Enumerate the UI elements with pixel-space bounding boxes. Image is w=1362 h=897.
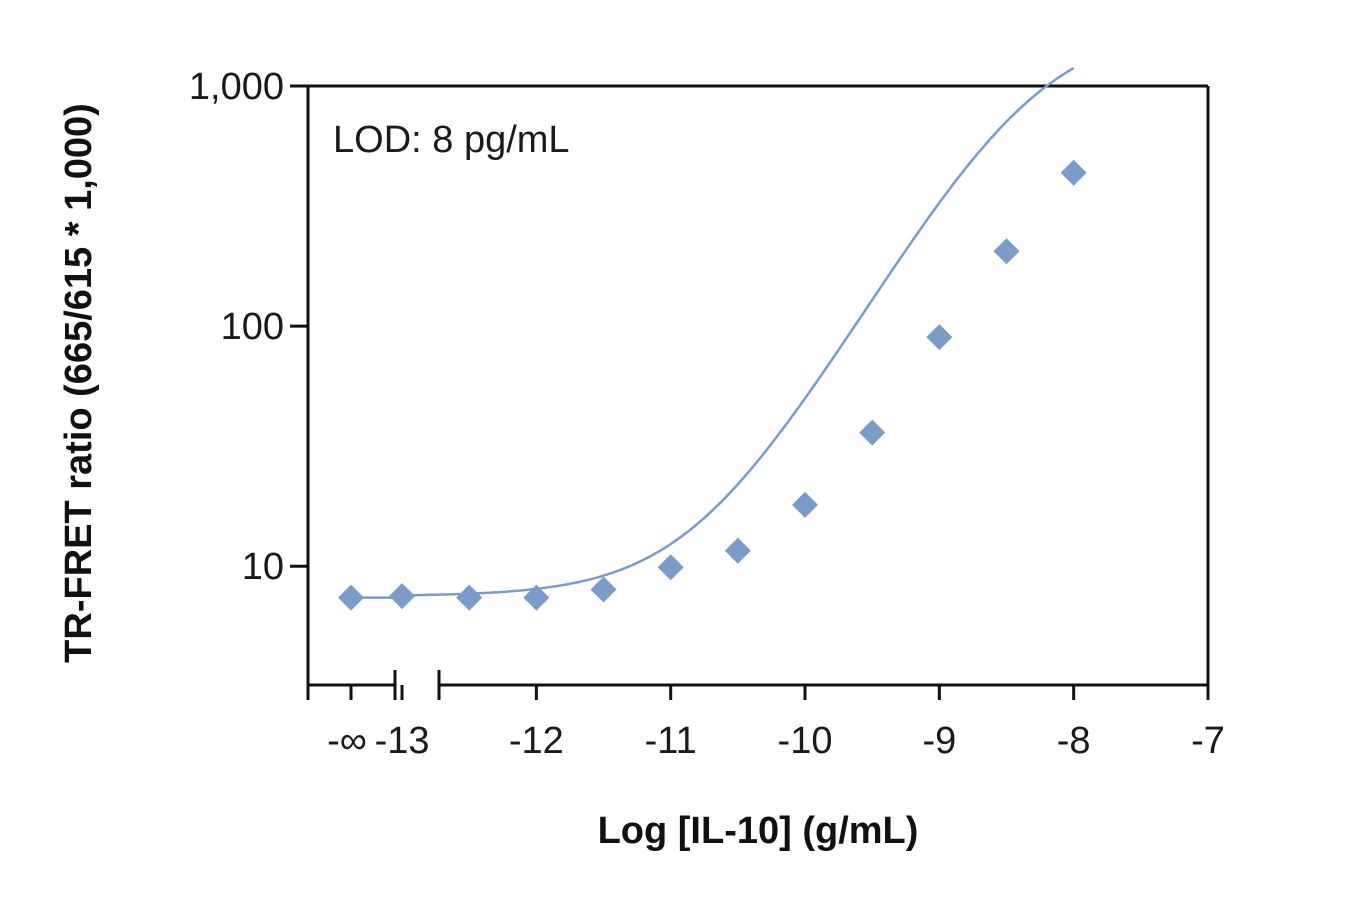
x-tick-label-3: -10 bbox=[778, 720, 833, 762]
x-tick-label-5: -8 bbox=[1057, 720, 1091, 762]
x-tick-label-4: -9 bbox=[922, 720, 956, 762]
data-point-2 bbox=[523, 584, 550, 611]
data-point-3 bbox=[590, 576, 617, 603]
data-point-zero bbox=[338, 584, 364, 611]
data-point-6 bbox=[792, 491, 819, 518]
x-tick-label-1: -12 bbox=[509, 720, 564, 762]
x-tick-label-2: -11 bbox=[645, 720, 697, 762]
fit-curve bbox=[402, 67, 1075, 597]
tick-group: 10 100 1,000 -13 -12 -11 -10 -9 -8 -7 bbox=[189, 66, 1225, 762]
data-point-0 bbox=[389, 583, 416, 610]
y-tick-label-2: 1,000 bbox=[189, 66, 284, 108]
data-point-8 bbox=[926, 324, 953, 351]
data-series bbox=[338, 67, 1087, 611]
data-point-1 bbox=[456, 584, 483, 611]
data-point-5 bbox=[724, 537, 751, 564]
x-tick-label-0: -13 bbox=[375, 720, 430, 762]
data-point-10 bbox=[1060, 159, 1087, 186]
y-tick-label-0: 10 bbox=[242, 546, 284, 588]
data-point-4 bbox=[657, 554, 684, 581]
x-tick-label-6: -7 bbox=[1191, 720, 1225, 762]
data-point-9 bbox=[993, 238, 1020, 265]
y-axis-title: TR-FRET ratio (665/615 * 1,000) bbox=[58, 103, 100, 663]
x-tick-label-zero: -∞ bbox=[327, 720, 367, 762]
data-point-7 bbox=[859, 419, 886, 446]
y-tick-label-1: 100 bbox=[221, 306, 284, 348]
lod-annotation: LOD: 8 pg/mL bbox=[333, 119, 570, 161]
x-axis-title: Log [IL-10] (g/mL) bbox=[598, 810, 919, 852]
